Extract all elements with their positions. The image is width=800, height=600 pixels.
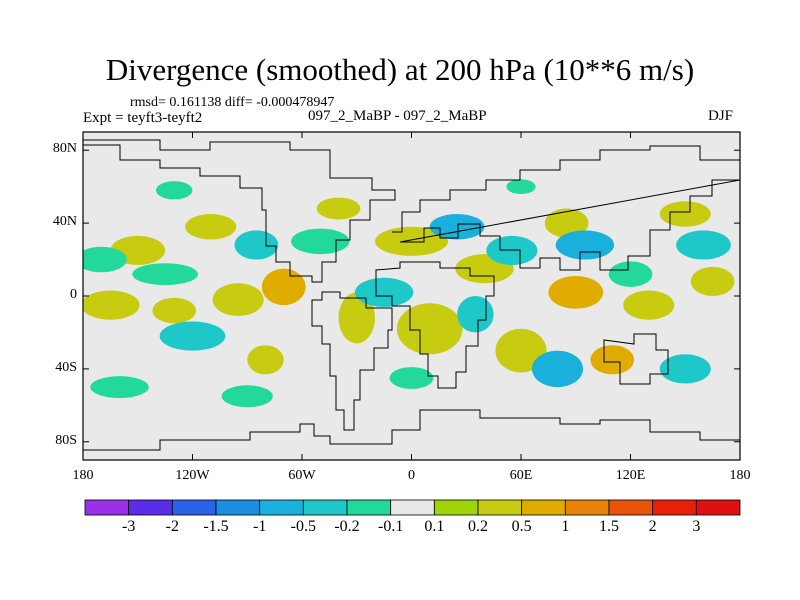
colorbar-label: -3 (121, 518, 136, 535)
colorbar-label: -0.1 (377, 518, 404, 535)
anomaly-blob-6 (396, 303, 463, 355)
colorbar-label: 0.5 (511, 518, 532, 535)
y-tick-label: 40N (52, 214, 77, 230)
coastline-eurasia (392, 145, 740, 271)
colorbar-swatch-4 (259, 499, 304, 516)
colorbar-label: 1 (561, 518, 570, 535)
anomaly-fields (83, 179, 735, 408)
anomaly-blob-14 (316, 197, 361, 220)
colorbar-label: 0.2 (468, 518, 488, 535)
anomaly-blob-8 (495, 328, 547, 373)
colorbar-swatch-13 (652, 499, 697, 516)
colorbar-label: -0.5 (290, 518, 316, 535)
colorbar-swatch-0 (84, 499, 130, 516)
anomaly-blob-13 (185, 214, 237, 240)
colorbar-label: 3 (692, 518, 701, 535)
anomaly-blob-0 (83, 290, 140, 320)
colorbar-label: -1 (252, 518, 267, 535)
anomaly-blob-22 (234, 230, 279, 260)
continent-outlines (83, 139, 740, 451)
x-tick-label: 180 (72, 468, 94, 483)
anomaly-blob-29 (676, 230, 731, 260)
anomaly-blob-16 (659, 201, 711, 227)
anomaly-blob-33 (221, 385, 273, 408)
anomaly-blob-20 (132, 263, 198, 286)
colorbar (84, 499, 741, 516)
y-tick-label: 80S (55, 432, 77, 448)
anomaly-blob-27 (555, 230, 615, 260)
anomaly-blob-11 (690, 266, 735, 296)
colorbar-swatch-10 (521, 499, 566, 516)
colorbar-swatch-6 (346, 499, 392, 516)
anomaly-blob-18 (590, 345, 635, 375)
anomaly-blob-28 (608, 261, 653, 287)
colorbar-swatch-2 (171, 499, 217, 516)
axis-ticks (82, 132, 741, 460)
stats-text: rmsd= 0.161138 diff= -0.000478947 (130, 95, 335, 110)
colorbar-label: 0.1 (424, 518, 445, 535)
x-tick-label: 180 (729, 468, 751, 483)
anomaly-blob-10 (623, 290, 675, 320)
anomaly-blob-21 (159, 321, 226, 351)
anomaly-blob-30 (457, 296, 494, 333)
colorbar-swatch-3 (215, 499, 261, 516)
anomaly-blob-19 (83, 246, 127, 273)
x-tick-label: 120W (175, 468, 210, 483)
colorbar-label: -1.5 (203, 518, 229, 535)
anomaly-blob-15 (544, 208, 589, 238)
colorbar-swatch-14 (695, 499, 741, 516)
x-tick-label: 60W (288, 468, 316, 483)
anomaly-blob-3 (261, 268, 306, 306)
anomaly-blob-25 (429, 214, 485, 240)
colorbar-swatch-8 (433, 499, 479, 516)
anomaly-blob-31 (531, 350, 584, 388)
coastline-north-america (83, 139, 396, 283)
anomaly-blob-34 (389, 367, 434, 389)
chart-title: Divergence (smoothed) at 200 hPa (10**6 … (105, 52, 695, 87)
experiment-label: Expt = teyft3-teyft2 (83, 110, 203, 126)
colorbar-swatch-1 (128, 499, 173, 516)
anomaly-blob-24 (354, 277, 414, 307)
coastline-south-america (311, 291, 393, 431)
coastline-antarctica (83, 409, 740, 451)
y-tick-label: 0 (70, 287, 77, 302)
x-tick-label: 60E (509, 468, 533, 483)
colorbar-swatch-7 (390, 499, 435, 516)
colorbar-swatch-5 (302, 499, 348, 516)
anomaly-blob-35 (659, 354, 711, 384)
anomaly-blob-2 (212, 283, 264, 317)
colorbar-swatch-12 (608, 499, 654, 516)
x-tick-label: 0 (408, 468, 415, 483)
anomaly-blob-37 (506, 179, 536, 194)
anomaly-blob-5 (375, 226, 448, 256)
colorbar-swatch-9 (477, 499, 523, 516)
colorbar-swatch-11 (564, 499, 610, 516)
anomaly-blob-36 (156, 181, 193, 200)
x-tick-label: 120E (615, 468, 646, 483)
colorbar-label: -2 (165, 518, 179, 535)
coastline-australia (603, 333, 669, 385)
colorbar-label: 2 (648, 518, 657, 535)
anomaly-blob-17 (247, 345, 284, 375)
y-tick-label: 40S (55, 359, 77, 375)
y-tick-label: 80N (52, 141, 77, 157)
coastline-africa (375, 261, 495, 389)
run-label: 097_2_MaBP - 097_2_MaBP (308, 108, 487, 124)
season-label: DJF (708, 108, 734, 124)
anomaly-blob-32 (90, 376, 149, 399)
anomaly-blob-23 (291, 228, 350, 255)
colorbar-label: 1.5 (599, 518, 619, 535)
anomaly-blob-9 (548, 275, 604, 309)
colorbar-label: -0.2 (334, 518, 360, 535)
anomaly-blob-1 (152, 297, 197, 324)
